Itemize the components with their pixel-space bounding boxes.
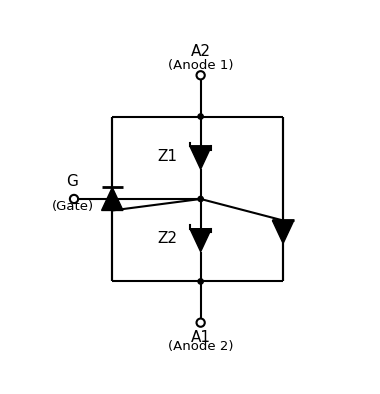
Circle shape — [198, 114, 203, 119]
Polygon shape — [190, 146, 211, 169]
Polygon shape — [101, 188, 123, 210]
Circle shape — [196, 318, 205, 327]
Circle shape — [70, 195, 78, 203]
Text: (Anode 1): (Anode 1) — [168, 59, 233, 72]
Circle shape — [198, 196, 203, 202]
Text: Z2: Z2 — [157, 231, 177, 246]
Polygon shape — [190, 229, 211, 252]
Text: Z1: Z1 — [157, 149, 177, 164]
Text: (Anode 2): (Anode 2) — [168, 340, 233, 353]
Polygon shape — [272, 221, 294, 243]
Text: (Gate): (Gate) — [51, 201, 93, 214]
Text: G: G — [66, 174, 78, 189]
Circle shape — [196, 71, 205, 80]
Circle shape — [198, 279, 203, 284]
Text: A1: A1 — [191, 330, 211, 345]
Text: A2: A2 — [191, 44, 211, 59]
